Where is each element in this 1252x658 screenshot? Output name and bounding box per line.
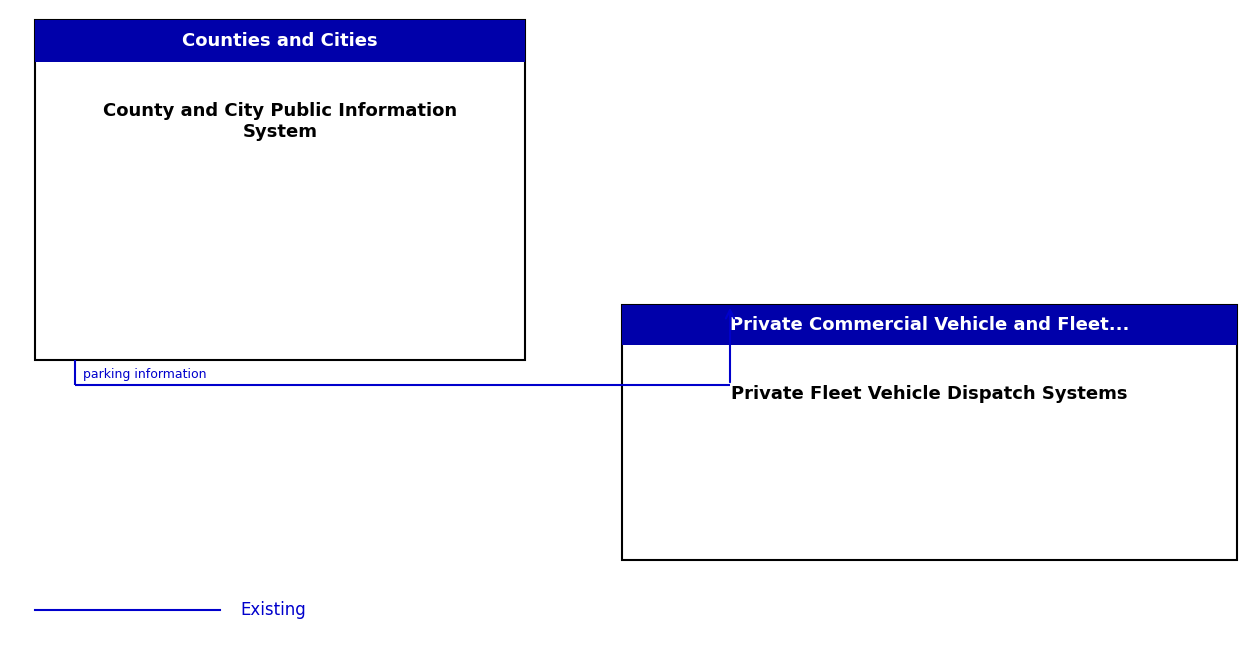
Bar [622, 305, 1237, 560]
Text: Private Commercial Vehicle and Fleet...: Private Commercial Vehicle and Fleet... [730, 316, 1129, 334]
Bar [35, 20, 525, 360]
Text: parking information: parking information [83, 368, 207, 381]
Bar [622, 305, 1237, 345]
Text: Counties and Cities: Counties and Cities [183, 32, 378, 50]
Text: Existing: Existing [240, 601, 305, 619]
Text: County and City Public Information
System: County and City Public Information Syste… [103, 102, 457, 141]
Text: Private Fleet Vehicle Dispatch Systems: Private Fleet Vehicle Dispatch Systems [731, 385, 1128, 403]
Bar [35, 20, 525, 62]
